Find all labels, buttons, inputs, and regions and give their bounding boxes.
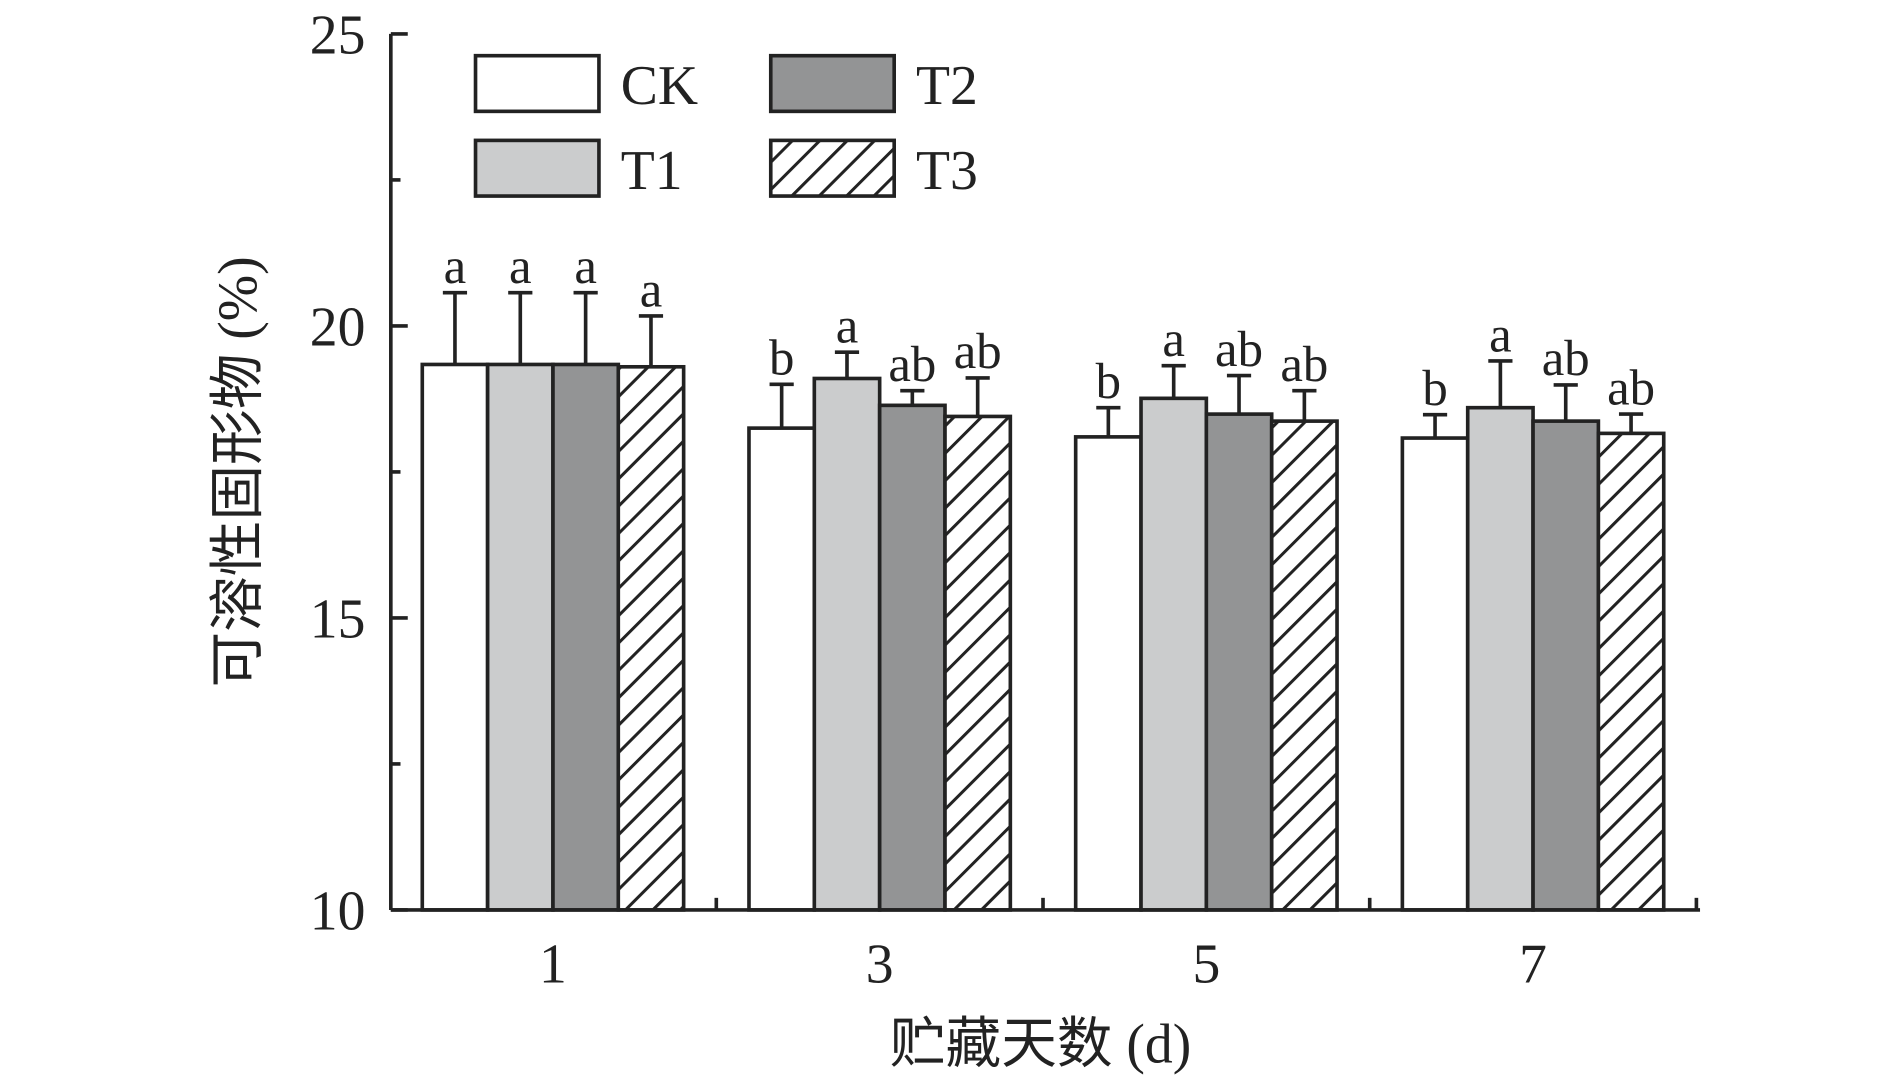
significance-label: a — [509, 238, 532, 294]
bar-T1-day-5 — [1139, 396, 1209, 912]
bar-T3-day-1 — [616, 364, 686, 912]
significance-label: ab — [1542, 330, 1590, 386]
significance-label: a — [1162, 311, 1185, 367]
bar-T2-day-1 — [551, 362, 621, 912]
x-axis-label: 贮藏天数 (d) — [890, 1013, 1191, 1075]
bar-CK-day-3 — [747, 426, 817, 912]
bar-T1-day-3 — [812, 376, 882, 912]
bar-CK-day-5 — [1073, 435, 1143, 912]
y-tick-label: 10 — [310, 880, 366, 942]
significance-label: a — [1489, 306, 1512, 362]
significance-label: b — [1422, 360, 1447, 416]
significance-label: ab — [954, 323, 1002, 379]
significance-label: ab — [1280, 336, 1328, 392]
significance-label: b — [1096, 353, 1121, 409]
bar-T3-day-5 — [1269, 419, 1339, 912]
bar-T1-day-7 — [1465, 405, 1535, 912]
legend-label: T3 — [916, 140, 978, 202]
bar-T3-day-3 — [943, 414, 1013, 912]
significance-label: b — [769, 330, 794, 386]
x-tick-label: 5 — [1192, 934, 1220, 996]
legend-label: CK — [621, 55, 698, 117]
significance-label: ab — [1607, 359, 1655, 415]
significance-label: a — [574, 238, 597, 294]
legend-swatch-CK — [473, 53, 601, 114]
significance-label: a — [444, 238, 467, 294]
x-tick-label: 7 — [1519, 934, 1547, 996]
bar-T3-day-7 — [1596, 431, 1666, 912]
legend: CK T1 T2 T3 — [473, 53, 978, 202]
legend-swatch-T2 — [768, 53, 896, 114]
bar-T2-day-3 — [877, 403, 947, 912]
y-tick-label: 20 — [310, 296, 366, 358]
x-tick-label: 1 — [539, 934, 567, 996]
y-tick-label: 25 — [310, 4, 366, 66]
bar-CK-day-1 — [420, 362, 490, 912]
bar-T2-day-7 — [1531, 419, 1601, 912]
x-tick-label: 3 — [866, 934, 894, 996]
significance-label: ab — [1215, 321, 1263, 377]
y-tick-label: 15 — [310, 588, 366, 650]
significance-label: ab — [888, 336, 936, 392]
bar-T1-day-1 — [485, 362, 555, 912]
bar-CK-day-7 — [1400, 436, 1470, 912]
legend-label: T1 — [621, 140, 683, 202]
y-axis-label: 可溶性固形物 (%) — [208, 256, 270, 687]
legend-swatch-T1 — [473, 138, 601, 198]
legend-swatch-T3 — [768, 138, 896, 198]
significance-label: a — [640, 261, 663, 317]
significance-label: a — [836, 298, 859, 354]
legend-label: T2 — [916, 55, 978, 117]
bar-T2-day-5 — [1204, 412, 1274, 912]
